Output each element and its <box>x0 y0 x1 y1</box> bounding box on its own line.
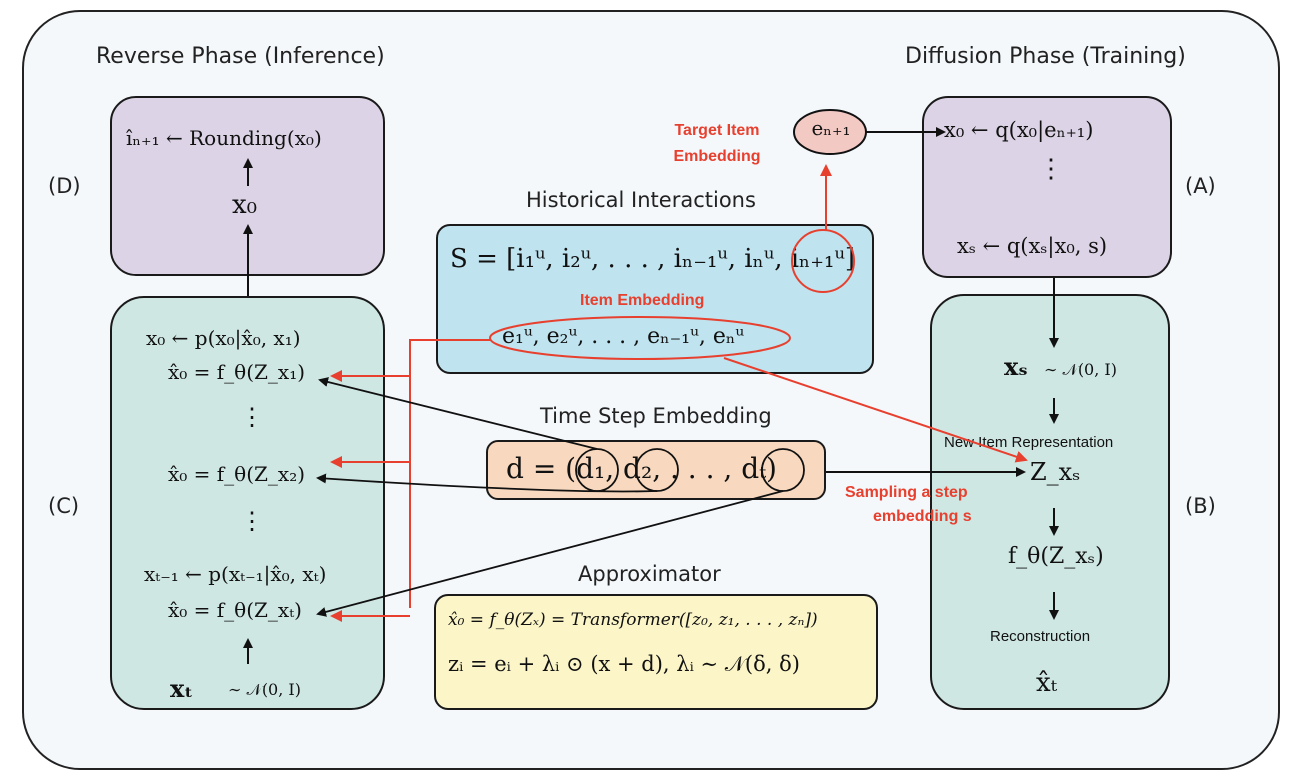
c-dots-2: ⋮ <box>240 507 264 535</box>
sampling-label-2: embedding s <box>873 508 972 525</box>
c-xt-1-posterior: xₜ₋₁ ← p(xₜ₋₁|x̂₀, xₜ) <box>144 562 327 586</box>
panel-label-d: (D) <box>48 174 81 198</box>
panel-label-b: (B) <box>1185 494 1216 518</box>
c-xt: xₜ <box>170 674 194 703</box>
approximator-box <box>434 594 878 710</box>
d2-circle <box>635 448 679 492</box>
c-xhat-zt: x̂₀ = f_θ(Z_xₜ) <box>168 598 302 622</box>
c-noise: ∼ 𝒩(0, I) <box>228 680 301 699</box>
sampling-label-1: Sampling a step <box>845 484 968 501</box>
reverse-phase-title: Reverse Phase (Inference) <box>96 44 385 69</box>
embedding-sequence: e₁ᵘ, e₂ᵘ, . . . , eₙ₋₁ᵘ, eₙᵘ <box>502 324 745 349</box>
diffusion-phase-title: Diffusion Phase (Training) <box>905 44 1186 69</box>
a-forward-x0: x₀ ← q(x₀|eₙ₊₁) <box>944 118 1094 142</box>
c-x0-posterior: x₀ ← p(x₀|x̂₀, x₁) <box>146 326 301 350</box>
target-item-label-2: Embedding <box>673 148 761 165</box>
arrow-embedding-bus <box>409 339 490 608</box>
panel-label-a: (A) <box>1185 174 1216 198</box>
b-f-z-xs: f_θ(Z_xₛ) <box>1008 544 1104 569</box>
target-item-circle <box>791 229 855 293</box>
b-z-xs: Z_xₛ <box>1030 458 1081 486</box>
arrow-d2-to-c <box>316 473 658 493</box>
d1-circle <box>575 448 619 492</box>
d-x0: x₀ <box>232 190 258 220</box>
historical-title: Historical Interactions <box>526 188 756 212</box>
c-xhat-z1: x̂₀ = f_θ(Z_x₁) <box>168 360 306 384</box>
box-b-training <box>930 294 1170 710</box>
time-step-title: Time Step Embedding <box>540 404 772 428</box>
target-item-label-1: Target Item <box>674 122 760 139</box>
panel-label-c: (C) <box>48 494 80 518</box>
d-rounding: îₙ₊₁ ← Rounding(x₀) <box>126 126 322 150</box>
b-reconstruction: Reconstruction <box>990 628 1091 645</box>
sequence-s: S = [i₁ᵘ, i₂ᵘ, . . . , iₙ₋₁ᵘ, iₙᵘ, iₙ₊₁ᵘ… <box>450 244 855 274</box>
arrow-embedding-to-z <box>723 357 1028 463</box>
arrow-dt-to-c <box>316 490 784 617</box>
a-forward-xs: xₛ ← q(xₛ|x₀, s) <box>957 234 1108 258</box>
target-embedding-node-label: eₙ₊₁ <box>811 116 851 140</box>
c-dots-1: ⋮ <box>240 403 264 431</box>
box-a-diffusion <box>922 96 1172 278</box>
embedding-sequence-ellipse <box>489 316 791 360</box>
arrow-d1-to-c <box>318 377 598 450</box>
b-xs: xₛ <box>1004 352 1028 381</box>
approx-eq-2: zᵢ = eᵢ + λᵢ ⊙ (x + d), λᵢ ∼ 𝒩(δ, δ) <box>448 652 800 676</box>
approx-eq-1: x̂₀ = f_θ(Zₓ) = Transformer([z₀, z₁, . .… <box>448 610 818 630</box>
b-noise: ∼ 𝒩(0, I) <box>1044 360 1117 379</box>
c-xhat-z2: x̂₀ = f_θ(Z_x₂) <box>168 462 306 486</box>
dt-circle <box>761 448 805 492</box>
item-embedding-label: Item Embedding <box>580 292 705 309</box>
approximator-title: Approximator <box>578 562 721 586</box>
time-step-seq: d = (d₁, d₂, . . . , dₜ) <box>506 452 777 485</box>
b-xhat-t: x̂ₜ <box>1036 668 1058 698</box>
